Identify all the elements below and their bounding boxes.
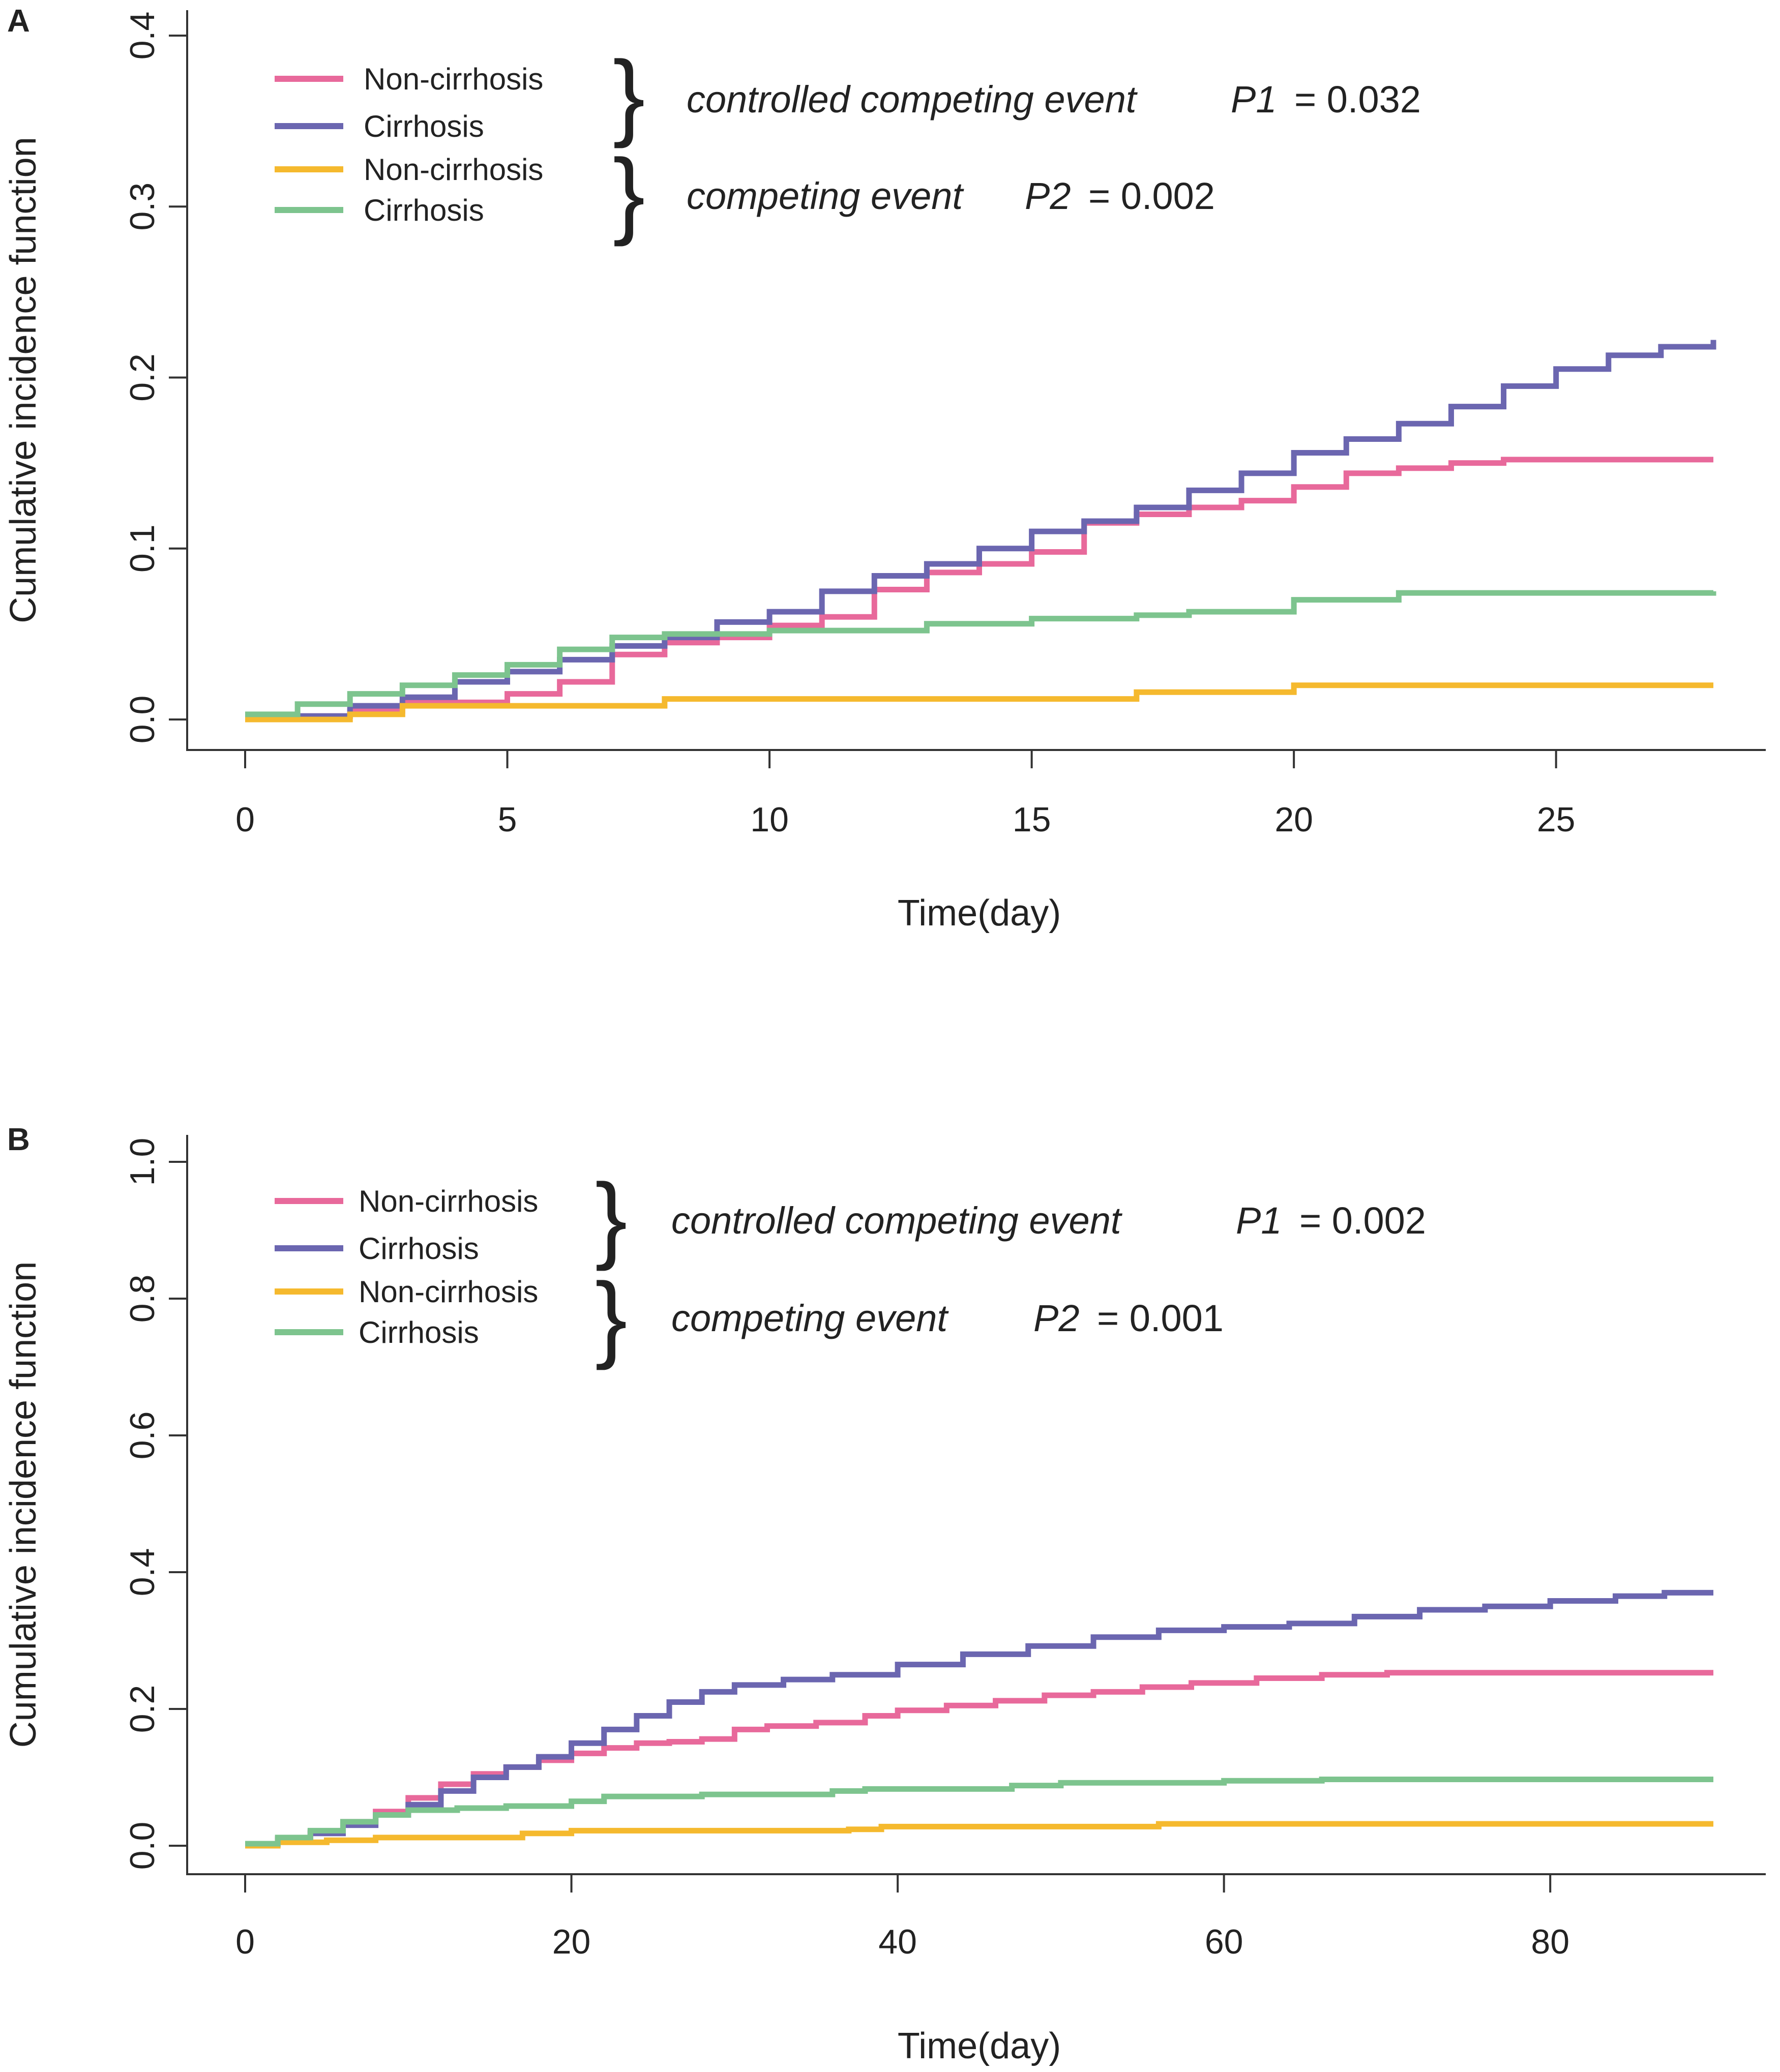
x-tick-label-b: 40: [878, 1923, 917, 1961]
series-line-b-0: [245, 1670, 1713, 1847]
x-tick-label-a: 25: [1537, 800, 1576, 839]
legend-b: Non-cirrhosis Cirrhosis} controlled compet…: [275, 1164, 1426, 1371]
p-value-b: = 0.001: [1097, 1297, 1224, 1339]
x-tick-label-a: 10: [750, 800, 789, 839]
x-tick-label-b: 20: [552, 1923, 591, 1961]
legend-brace-b: }: [595, 1263, 627, 1371]
axes-frame-b: [186, 1135, 1766, 1875]
y-tick-label-a: 0.4: [123, 12, 162, 60]
y-tick-label-b: 0.0: [123, 1822, 162, 1870]
p-value-a: = 0.002: [1088, 175, 1215, 217]
p-label-b: P2: [1033, 1297, 1080, 1339]
y-axis-title-a: Cumulative incidence function: [3, 137, 44, 623]
x-tick-label-a: 15: [1013, 800, 1051, 839]
event-annotation-b: competing event: [671, 1297, 949, 1339]
panel-b: B 0.0 0.2 0.4 0.6 0.8 1.0 0 20 40 60 80 Time(day) Cum…: [3, 1122, 1766, 2066]
event-annotation-b: controlled competing event: [671, 1199, 1123, 1242]
x-tick-label-b: 60: [1205, 1923, 1243, 1961]
p-value-b: = 0.002: [1299, 1199, 1426, 1242]
series-line-a-3: [245, 590, 1716, 717]
x-tick-label-a: 0: [235, 800, 255, 839]
legend-label-b: Cirrhosis: [359, 1232, 479, 1266]
p-label-a: P1: [1231, 78, 1277, 121]
legend-brace-a: }: [613, 139, 645, 247]
y-tick-label-a: 0.2: [123, 353, 162, 402]
series-line-b-2: [245, 1821, 1713, 1849]
legend-label-a: Non-cirrhosis: [364, 153, 543, 187]
y-tick-label-b: 0.2: [123, 1685, 162, 1733]
x-tick-label-b: 80: [1531, 1923, 1569, 1961]
y-tick-label-b: 0.8: [123, 1275, 162, 1323]
series-line-a-2: [245, 682, 1713, 723]
legend-label-b: Non-cirrhosis: [359, 1275, 538, 1309]
p-label-a: P2: [1025, 175, 1071, 217]
axes-frame-a: [186, 10, 1766, 751]
series-line-a-1: [245, 340, 1716, 719]
legend-label-b: Non-cirrhosis: [359, 1184, 538, 1218]
series-line-b-3: [245, 1777, 1713, 1847]
y-tick-label-a: 0.1: [123, 524, 162, 573]
legend-label-a: Non-cirrhosis: [364, 62, 543, 96]
legend-a: Non-cirrhosis Cirrhosis} controlled compet…: [275, 41, 1421, 247]
panel-a: A 0.0 0.1 0.2 0.3 0.4 0 5 10 15 20 25 Time(day) Cumul…: [3, 4, 1766, 934]
event-annotation-a: controlled competing event: [687, 78, 1138, 121]
x-tick-label-a: 5: [498, 800, 517, 839]
legend-label-b: Cirrhosis: [359, 1315, 479, 1349]
x-tick-label-b: 0: [235, 1923, 255, 1961]
y-tick-label-a: 0.0: [123, 696, 162, 744]
legend-brace-b: }: [595, 1164, 627, 1272]
y-tick-label-b: 0.6: [123, 1412, 162, 1460]
x-axis-title-b: Time(day): [898, 2026, 1061, 2066]
panel-label-b: B: [7, 1122, 30, 1157]
p-value-a: = 0.032: [1294, 78, 1421, 121]
legend-label-a: Cirrhosis: [364, 193, 484, 227]
series-line-b-1: [245, 1589, 1713, 1847]
legend-brace-a: }: [613, 41, 645, 149]
x-tick-label-a: 20: [1274, 800, 1313, 839]
x-axis-title-a: Time(day): [898, 893, 1061, 934]
y-tick-label-b: 0.4: [123, 1548, 162, 1597]
legend-label-a: Cirrhosis: [364, 109, 484, 143]
p-label-b: P1: [1236, 1199, 1282, 1242]
y-axis-title-b: Cumulative incidence function: [3, 1262, 44, 1748]
event-annotation-a: competing event: [687, 175, 964, 217]
y-tick-label-b: 1.0: [123, 1138, 162, 1186]
panel-label-a: A: [7, 4, 30, 39]
y-tick-label-a: 0.3: [123, 183, 162, 231]
